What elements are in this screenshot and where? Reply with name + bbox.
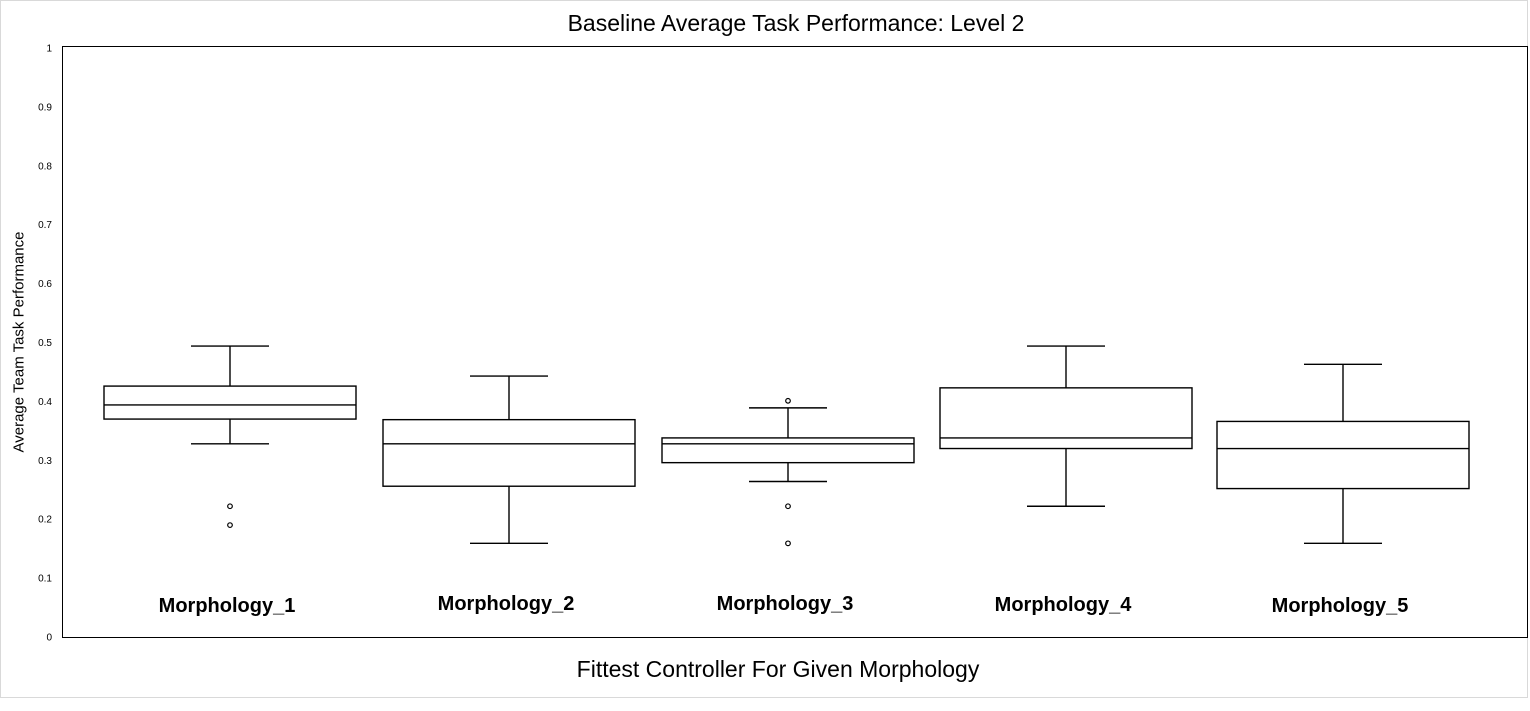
y-tick-label: 0.6 [38,279,52,290]
y-tick-label: 0.9 [38,102,52,113]
interquartile-box [382,418,636,487]
chart-title: Baseline Average Task Performance: Level… [567,10,1025,36]
x-axis-title: Fittest Controller For Given Morphology [576,656,980,682]
outlier-point [227,503,233,510]
y-tick-label: 0.8 [38,161,52,172]
interquartile-box [661,437,915,464]
outlier-point [785,397,791,404]
category-label: Morphology_5 [1272,595,1409,617]
y-axis-ticks: 0 0.1 0.2 0.3 0.4 0.5 0.6 0.7 0.8 0.9 1 [38,44,52,644]
box-2 [382,375,636,545]
interquartile-box [103,385,357,420]
interquartile-box [939,387,1193,450]
category-label: Morphology_1 [159,595,296,617]
boxes [103,345,1470,547]
y-tick-label: 0.3 [38,456,52,467]
outlier-point [227,522,233,528]
y-tick-label: 0.4 [38,397,52,408]
box-3 [661,397,915,547]
box-4 [939,345,1193,507]
category-label: Morphology_4 [995,594,1133,616]
y-tick-label: 0.5 [38,338,52,349]
y-tick-label: 0 [46,633,52,644]
outlier-point [785,503,791,510]
y-tick-label: 0.1 [38,574,52,585]
y-tick-label: 0.2 [38,515,52,526]
category-label: Morphology_2 [438,593,575,615]
outlier-point [785,540,791,547]
category-labels: Morphology_1 Morphology_2 Morphology_3 Morp… [159,593,1409,617]
box-1 [103,345,357,528]
y-tick-label: 0.7 [38,220,52,231]
plot-area [62,46,1528,638]
box-5 [1216,363,1470,545]
category-label: Morphology_3 [717,593,854,615]
y-tick-label: 1 [46,44,52,55]
interquartile-box [1216,420,1470,490]
